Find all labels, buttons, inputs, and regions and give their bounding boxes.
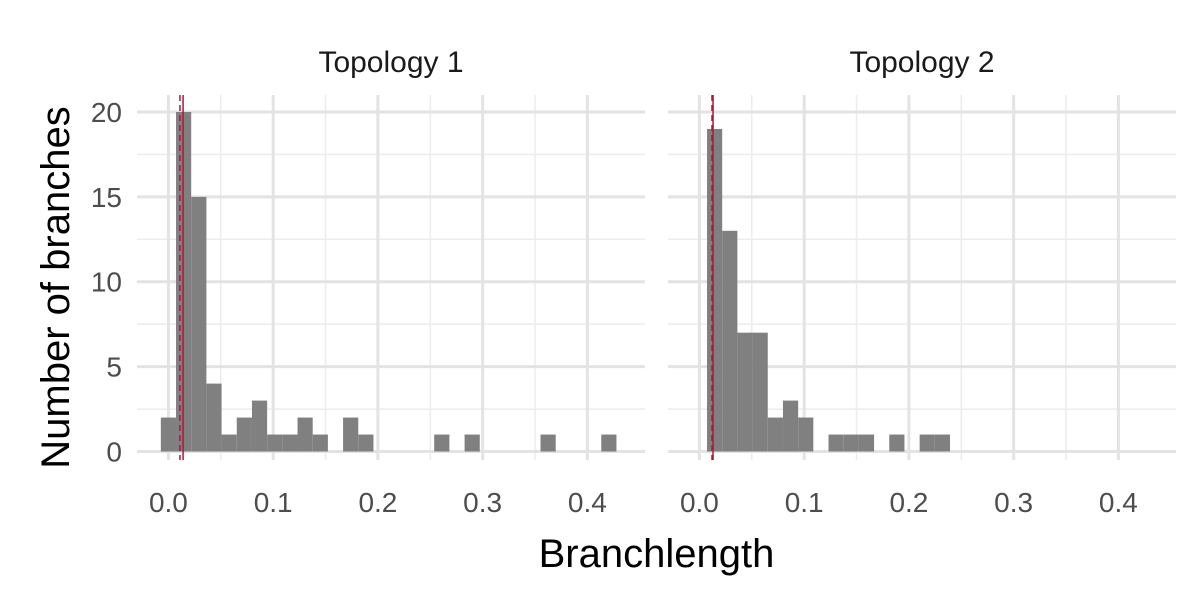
histogram-bar [919, 434, 935, 452]
x-tick-label: 0.2 [889, 487, 928, 518]
histogram-bar [798, 417, 814, 452]
histogram-bar [934, 434, 951, 452]
histogram-bar [206, 383, 222, 452]
histogram-bar [160, 417, 177, 452]
histogram-bar [191, 196, 207, 452]
panel-title: Topology 2 [849, 46, 994, 79]
histogram-bar [358, 434, 374, 452]
x-tick-label: 0.2 [358, 487, 397, 518]
histogram-bar [434, 434, 450, 452]
y-tick-label: 0 [106, 437, 122, 468]
y-tick-label: 20 [91, 97, 122, 128]
histogram-bar [889, 434, 905, 452]
x-tick-label: 0.4 [568, 487, 607, 518]
histogram-bar [767, 417, 783, 452]
histogram-bar [737, 332, 753, 452]
histogram-bar [752, 332, 768, 452]
x-tick-label: 0.3 [463, 487, 502, 518]
panel-topology-1: Topology 1 0.0 0.1 0.2 0.3 0.4 [137, 46, 645, 518]
histogram-bar [282, 434, 298, 452]
x-axis-label: Branchlength [539, 532, 775, 576]
panel-title: Topology 1 [318, 46, 463, 79]
histogram-bar [858, 434, 875, 452]
grid [668, 95, 1176, 460]
histogram-bar [297, 417, 313, 452]
x-tick-label: 0.0 [149, 487, 188, 518]
histogram-bar [540, 434, 556, 452]
x-tick-label: 0.1 [785, 487, 824, 518]
x-axis-ticks: 0.0 0.1 0.2 0.3 0.4 [680, 487, 1138, 518]
histogram-bar [782, 400, 799, 452]
histogram-bar [843, 434, 859, 452]
histogram-bar [343, 417, 359, 452]
x-tick-label: 0.1 [254, 487, 293, 518]
histogram-bar [312, 434, 328, 452]
histogram-bar [236, 417, 252, 452]
y-tick-label: 5 [106, 352, 122, 383]
histogram-bar [722, 230, 738, 452]
bars [707, 128, 951, 452]
histogram-bar [221, 434, 237, 452]
x-axis-ticks: 0.0 0.1 0.2 0.3 0.4 [149, 487, 607, 518]
histogram-bar [601, 434, 617, 452]
histogram-bar [464, 434, 480, 452]
histogram-bar [707, 128, 723, 452]
y-axis-label: Number of branches [34, 106, 78, 468]
histogram-bar [828, 434, 844, 452]
y-tick-label: 10 [91, 267, 122, 298]
x-tick-label: 0.4 [1099, 487, 1138, 518]
x-tick-label: 0.0 [680, 487, 719, 518]
histogram-bar [251, 400, 268, 452]
grid [137, 95, 645, 460]
y-axis: 0 5 10 15 20 [91, 97, 122, 468]
y-tick-label: 15 [91, 182, 122, 213]
x-tick-label: 0.3 [994, 487, 1033, 518]
panel-topology-2: Topology 2 0.0 0.1 0.2 0.3 0.4 [668, 46, 1176, 518]
histogram-bar [267, 434, 283, 452]
